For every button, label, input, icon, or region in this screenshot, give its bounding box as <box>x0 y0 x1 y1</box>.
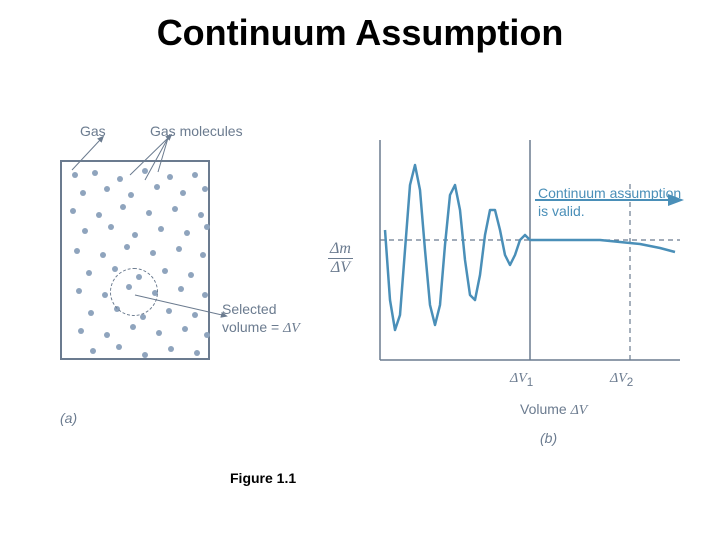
annotation-line1: Continuum assumption <box>538 185 681 201</box>
chart-svg <box>370 140 690 400</box>
tick1-sub: 1 <box>527 376 533 389</box>
selected-line1: Selected <box>222 301 276 317</box>
figure-area: Gas Gas molecules Selected volume = ΔV (… <box>0 100 720 480</box>
gas-label: Gas <box>80 122 106 140</box>
delta-v-symbol: ΔV <box>283 321 300 336</box>
panel-a-leads <box>0 100 330 430</box>
continuum-annotation: Continuum assumption is valid. <box>538 184 681 220</box>
tick-dv2: ΔV2 <box>610 368 633 390</box>
panel-a-label: (a) <box>60 410 77 426</box>
annotation-line2: is valid. <box>538 203 585 219</box>
selected-volume-label: Selected volume = ΔV <box>222 300 300 338</box>
y-num: Δm <box>328 240 353 259</box>
tick-dv1: ΔV1 <box>510 368 533 390</box>
xlabel-text: Volume <box>520 401 571 417</box>
panel-b-label: (b) <box>540 430 557 446</box>
selected-line2: volume = <box>222 319 283 335</box>
y-axis-label: Δm ΔV <box>328 240 353 277</box>
gas-molecules-label: Gas molecules <box>150 122 243 140</box>
figure-caption: Figure 1.1 <box>230 470 296 486</box>
y-den: ΔV <box>328 259 353 277</box>
tick2-sub: 2 <box>627 376 633 389</box>
chart-panel <box>370 140 690 400</box>
x-axis-label: Volume ΔV <box>520 400 587 420</box>
page-title: Continuum Assumption <box>0 12 720 54</box>
